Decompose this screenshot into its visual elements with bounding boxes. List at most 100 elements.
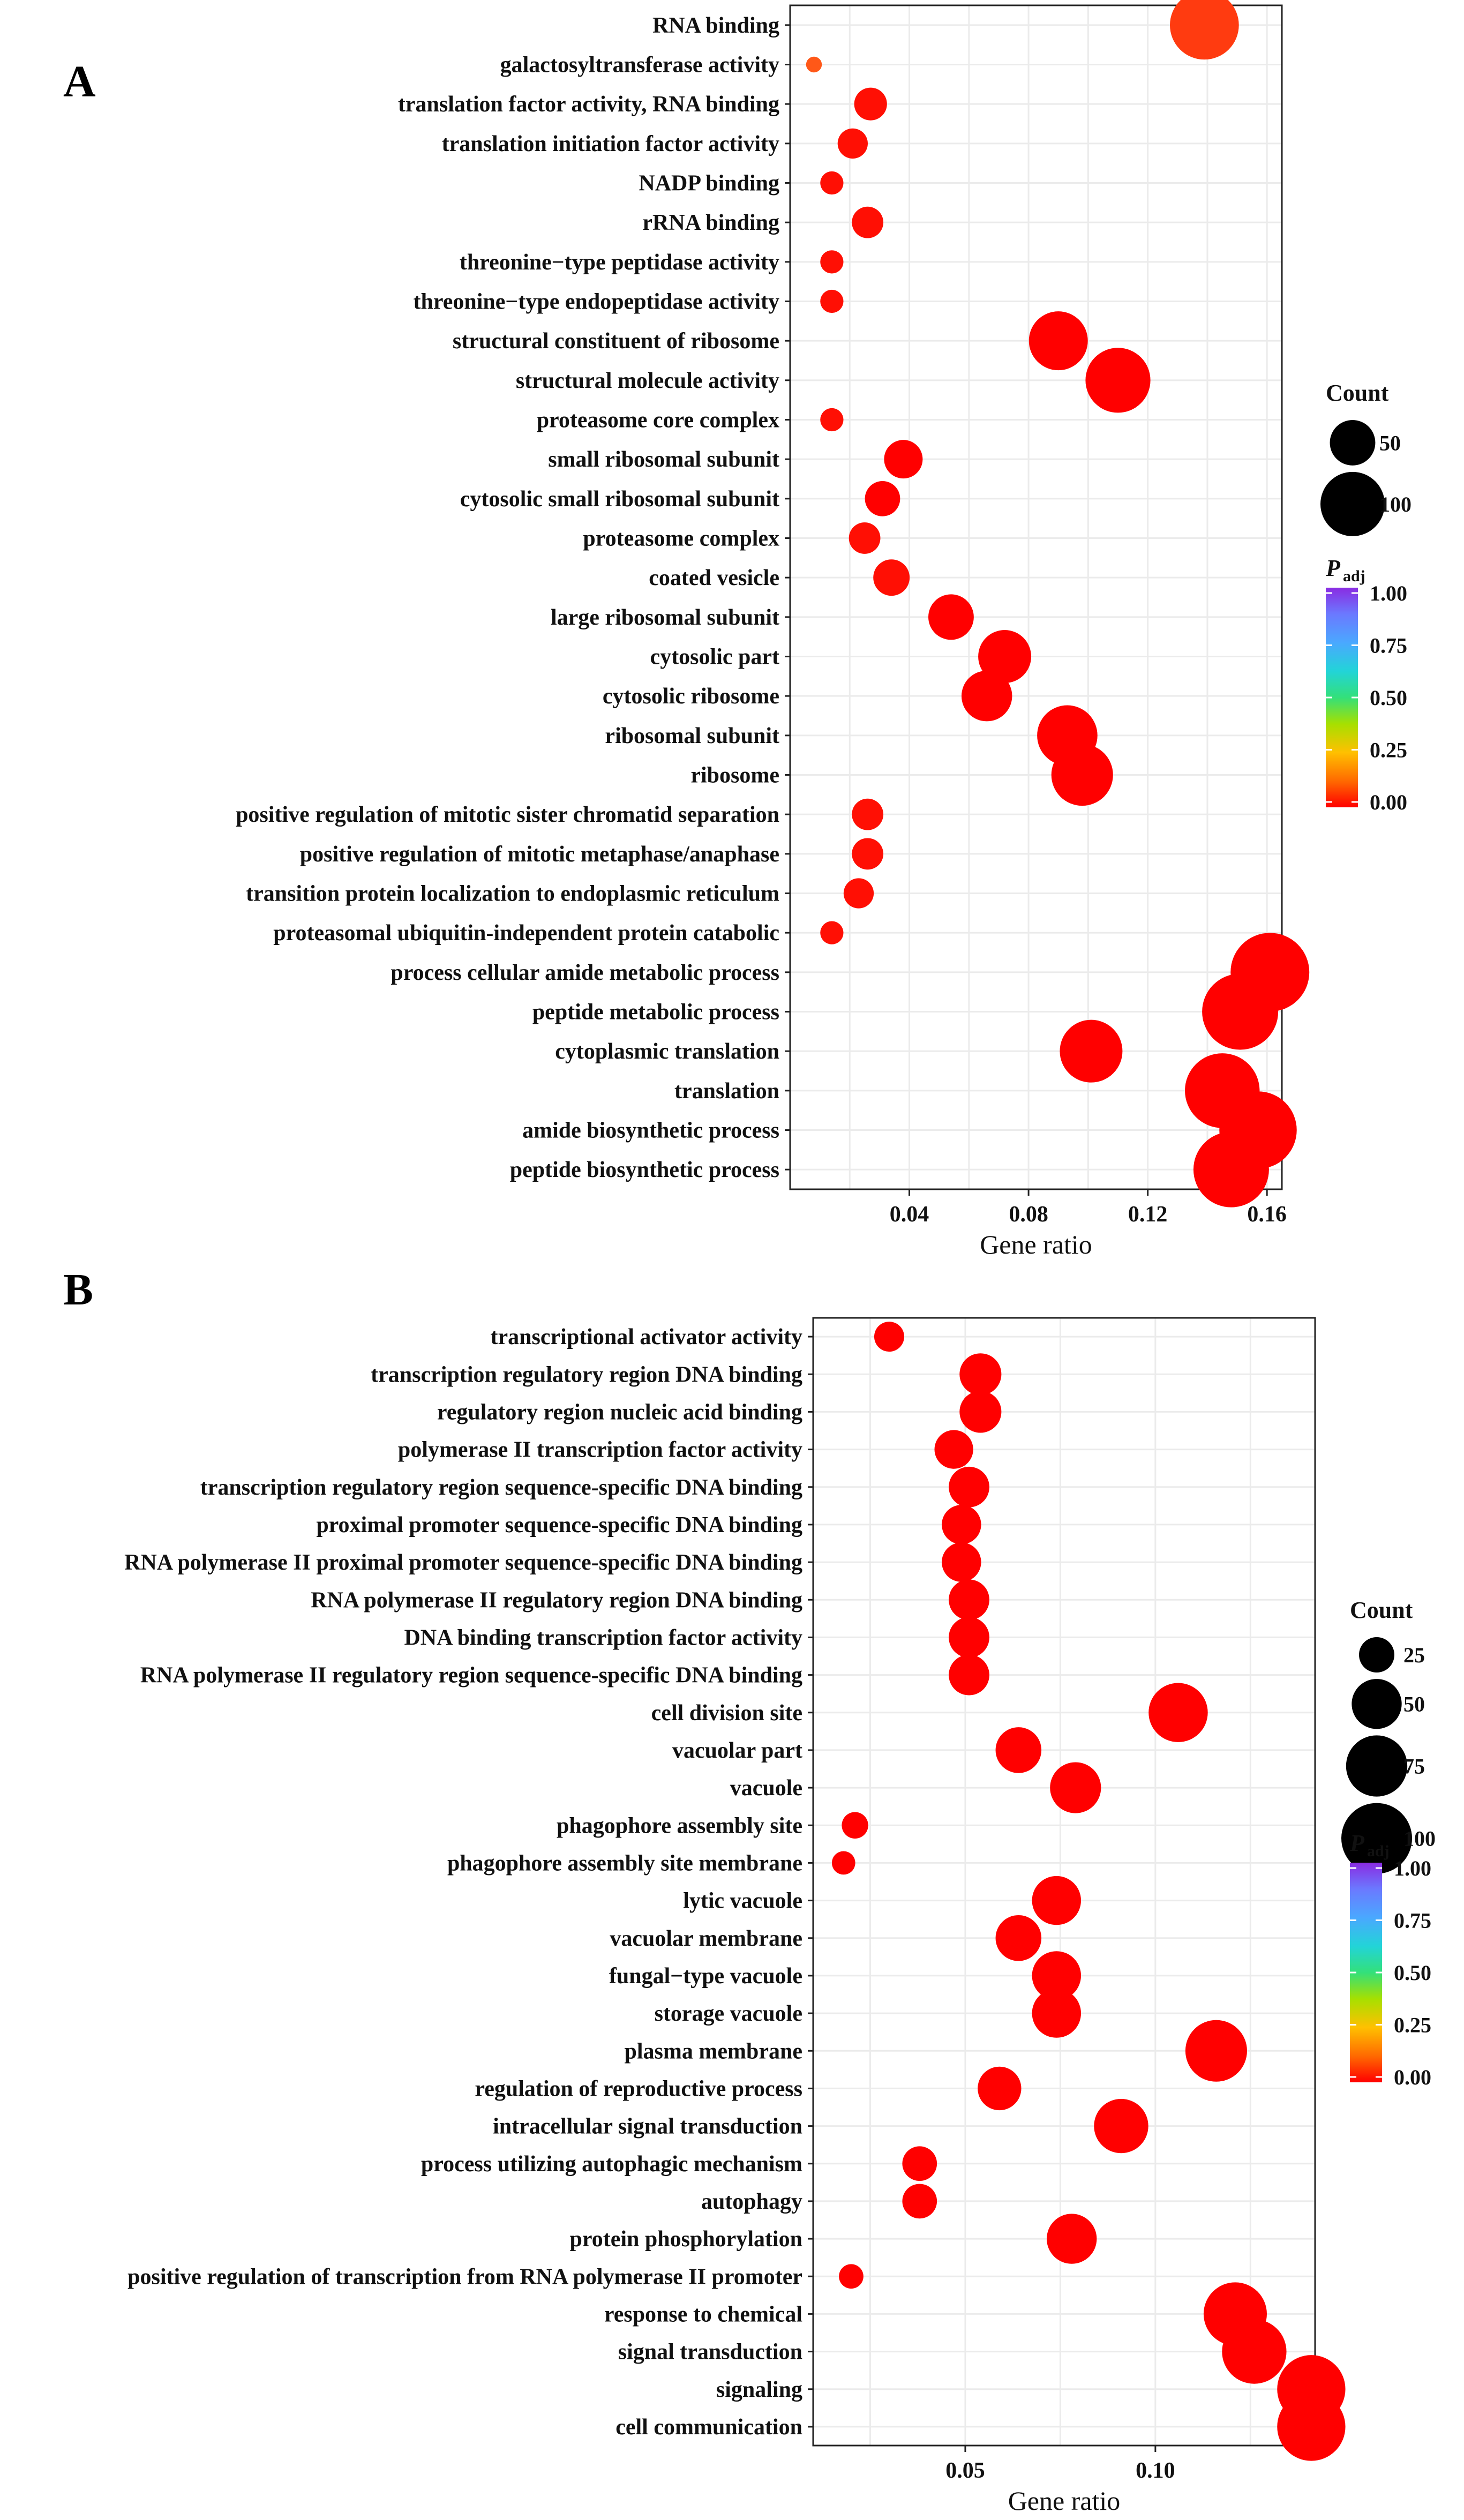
category-label: process utilizing autophagic mechanism bbox=[421, 2152, 802, 2177]
data-point bbox=[902, 2184, 937, 2219]
data-point bbox=[928, 594, 974, 640]
category-label: autophagy bbox=[701, 2189, 802, 2214]
data-point bbox=[1050, 1762, 1101, 1813]
category-label: amide biosynthetic process bbox=[522, 1119, 779, 1143]
category-label: translation bbox=[674, 1079, 779, 1104]
data-point bbox=[820, 408, 844, 432]
data-point bbox=[1032, 1989, 1082, 2038]
x-tick-label: 0.16 bbox=[1247, 1202, 1287, 1227]
data-point bbox=[874, 1322, 904, 1352]
category-label: NADP binding bbox=[639, 171, 779, 196]
category-label: ribosomal subunit bbox=[605, 724, 779, 748]
size-legend-label: 25 bbox=[1403, 1643, 1425, 1667]
data-point bbox=[1222, 2319, 1287, 2384]
color-bar-label: 0.75 bbox=[1370, 634, 1407, 658]
panel-a-legend: Count 50 100 P adj 1.00 0.75 0.50 0.25 0.00 bbox=[1320, 380, 1412, 814]
data-point bbox=[978, 2066, 1022, 2111]
category-label: lytic vacuole bbox=[683, 1889, 802, 1914]
size-legend-label: 100 bbox=[1403, 1827, 1436, 1851]
category-label: phagophore assembly site membrane bbox=[447, 1851, 802, 1876]
category-label: cytosolic small ribosomal subunit bbox=[460, 487, 779, 512]
data-point bbox=[995, 1727, 1042, 1773]
category-label: vacuolar membrane bbox=[610, 1926, 802, 1951]
category-label: RNA polymerase II regulatory region DNA … bbox=[311, 1588, 802, 1612]
data-point bbox=[1277, 2392, 1346, 2461]
category-label: structural molecule activity bbox=[516, 369, 779, 393]
size-legend-title: Count bbox=[1350, 1597, 1413, 1623]
category-label: DNA binding transcription factor activit… bbox=[404, 1625, 802, 1650]
data-point bbox=[949, 1579, 989, 1621]
category-label: response to chemical bbox=[604, 2302, 802, 2327]
data-point bbox=[1170, 0, 1239, 60]
data-point bbox=[884, 440, 923, 479]
panel-a-plot: RNA binding galactosyltransferase activit… bbox=[236, 0, 1310, 1259]
category-label: positive regulation of mitotic metaphase… bbox=[300, 842, 779, 867]
color-bar-label: 0.00 bbox=[1370, 790, 1407, 814]
data-point bbox=[942, 1542, 981, 1582]
x-tick-label: 0.04 bbox=[890, 1202, 929, 1227]
color-legend-title: P bbox=[1325, 555, 1341, 581]
color-bar-label: 0.50 bbox=[1394, 1961, 1431, 1985]
panel-a-label: A bbox=[63, 57, 96, 107]
panel-b-label: B bbox=[63, 1265, 93, 1315]
category-label: small ribosomal subunit bbox=[548, 447, 779, 472]
data-point bbox=[1148, 1683, 1208, 1742]
plot-border bbox=[812, 1317, 1316, 2447]
category-label: threonine−type endopeptidase activity bbox=[414, 290, 779, 314]
data-point bbox=[839, 2264, 864, 2289]
data-point bbox=[820, 921, 844, 944]
size-legend-label: 100 bbox=[1379, 492, 1412, 516]
data-point bbox=[865, 481, 900, 516]
category-label: vacuole bbox=[730, 1776, 802, 1801]
category-label: signaling bbox=[716, 2378, 802, 2402]
data-point bbox=[820, 250, 844, 274]
color-bar-label: 0.25 bbox=[1394, 2013, 1431, 2037]
category-label: translation factor activity, RNA binding bbox=[398, 92, 779, 117]
category-label: peptide metabolic process bbox=[532, 1000, 779, 1025]
data-point bbox=[852, 838, 884, 870]
data-point bbox=[1202, 973, 1279, 1050]
category-label: RNA polymerase II proximal promoter sequ… bbox=[124, 1550, 802, 1575]
size-legend-key bbox=[1352, 1679, 1402, 1729]
category-label: proteasome complex bbox=[583, 527, 779, 551]
size-legend-key bbox=[1359, 1637, 1394, 1672]
category-label: proteasomal ubiquitin-independent protei… bbox=[273, 921, 779, 946]
category-label: proteasome core complex bbox=[537, 408, 779, 433]
data-point bbox=[959, 1353, 1002, 1396]
color-legend-title: P bbox=[1349, 1830, 1365, 1856]
category-label: cytosolic part bbox=[650, 645, 779, 670]
category-label: translation initiation factor activity bbox=[442, 132, 779, 156]
size-legend-key bbox=[1341, 1803, 1412, 1874]
category-label: protein phosphorylation bbox=[570, 2227, 803, 2252]
category-label: regulation of reproductive process bbox=[475, 2076, 802, 2101]
data-point bbox=[995, 1915, 1042, 1961]
category-label: process cellular amide metabolic process bbox=[391, 961, 779, 985]
category-label: regulatory region nucleic acid binding bbox=[437, 1400, 802, 1424]
data-point bbox=[852, 798, 884, 830]
category-label: large ribosomal subunit bbox=[551, 605, 779, 630]
category-label: plasma membrane bbox=[625, 2039, 802, 2064]
data-point bbox=[902, 2146, 937, 2181]
category-label: RNA polymerase II regulatory region sequ… bbox=[140, 1663, 802, 1688]
category-label: rRNA binding bbox=[642, 211, 779, 235]
data-point bbox=[959, 1391, 1002, 1433]
color-bar-label: 0.25 bbox=[1370, 738, 1407, 762]
plot-area bbox=[790, 5, 1282, 1189]
category-label: positive regulation of transcription fro… bbox=[127, 2264, 802, 2289]
size-legend-label: 50 bbox=[1379, 431, 1401, 455]
data-point bbox=[806, 56, 822, 73]
category-label: transition protein localization to endop… bbox=[246, 882, 779, 906]
data-point bbox=[1032, 1951, 1082, 2000]
data-point bbox=[1051, 744, 1113, 806]
category-label: threonine−type peptidase activity bbox=[460, 250, 779, 275]
data-point bbox=[1047, 2214, 1097, 2264]
size-legend-key bbox=[1346, 1735, 1408, 1797]
data-point bbox=[961, 670, 1012, 722]
size-legend-key bbox=[1330, 420, 1376, 466]
category-label: structural constituent of ribosome bbox=[453, 329, 779, 354]
color-bar-label: 0.50 bbox=[1370, 686, 1407, 710]
data-point bbox=[831, 1851, 855, 1875]
data-point bbox=[842, 1812, 868, 1839]
data-point bbox=[873, 559, 910, 596]
x-axis-label: Gene ratio bbox=[1008, 2486, 1121, 2516]
